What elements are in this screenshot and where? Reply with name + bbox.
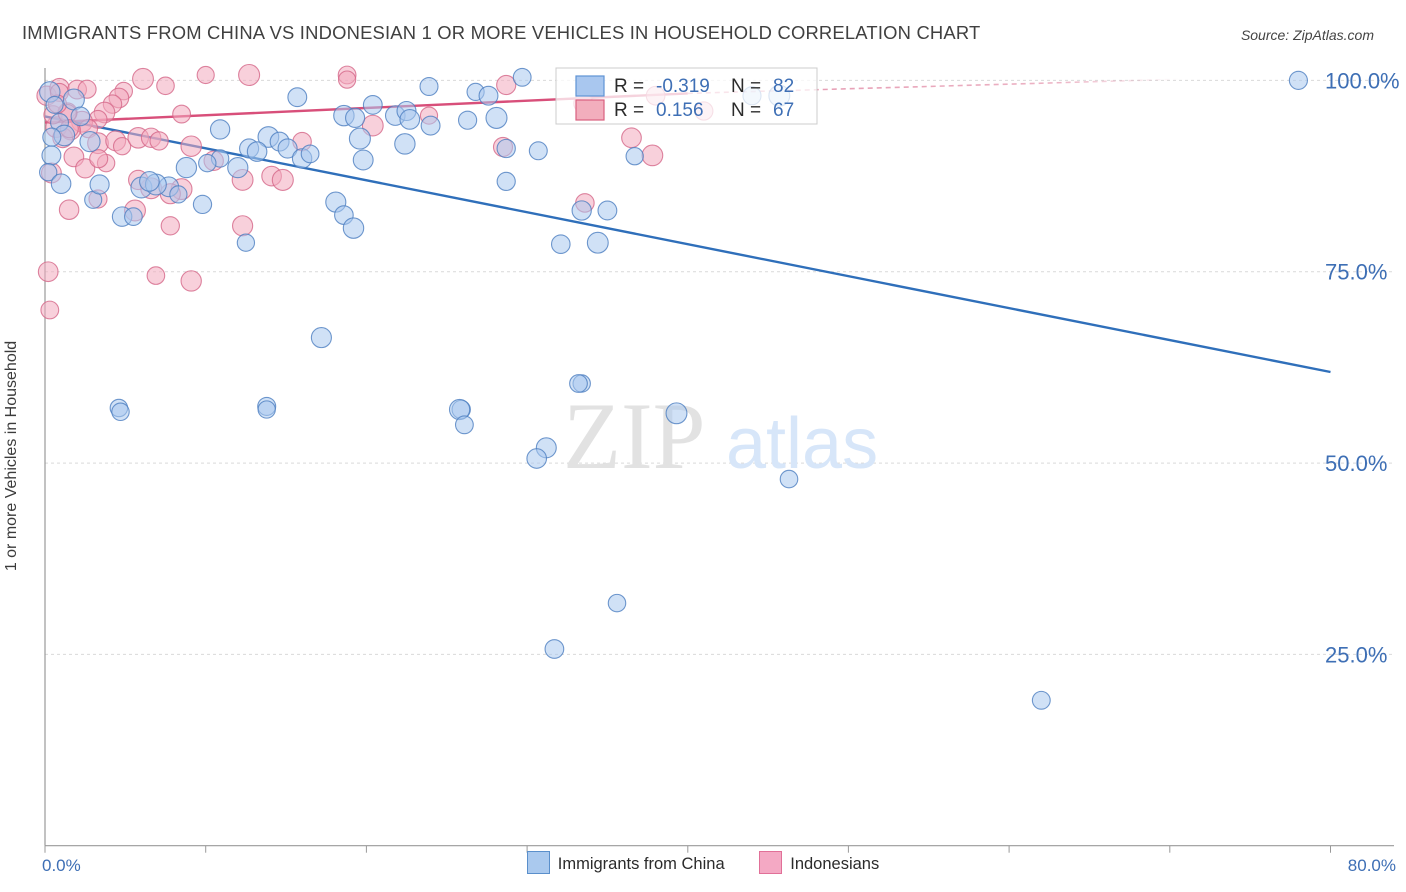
- svg-text:N =: N =: [731, 76, 761, 97]
- svg-text:82: 82: [773, 76, 794, 97]
- svg-text:100.0%: 100.0%: [1325, 68, 1400, 93]
- svg-text:67: 67: [773, 100, 794, 121]
- svg-text:R =: R =: [614, 76, 644, 97]
- svg-text:50.0%: 50.0%: [1325, 451, 1387, 476]
- svg-text:-0.319: -0.319: [656, 76, 710, 97]
- svg-text:75.0%: 75.0%: [1325, 260, 1387, 285]
- svg-text:atlas: atlas: [726, 404, 878, 484]
- svg-text:0.156: 0.156: [656, 100, 704, 121]
- svg-text:N =: N =: [731, 100, 761, 121]
- svg-text:R =: R =: [614, 100, 644, 121]
- svg-text:25.0%: 25.0%: [1325, 642, 1387, 667]
- svg-text:ZIP: ZIP: [563, 383, 706, 489]
